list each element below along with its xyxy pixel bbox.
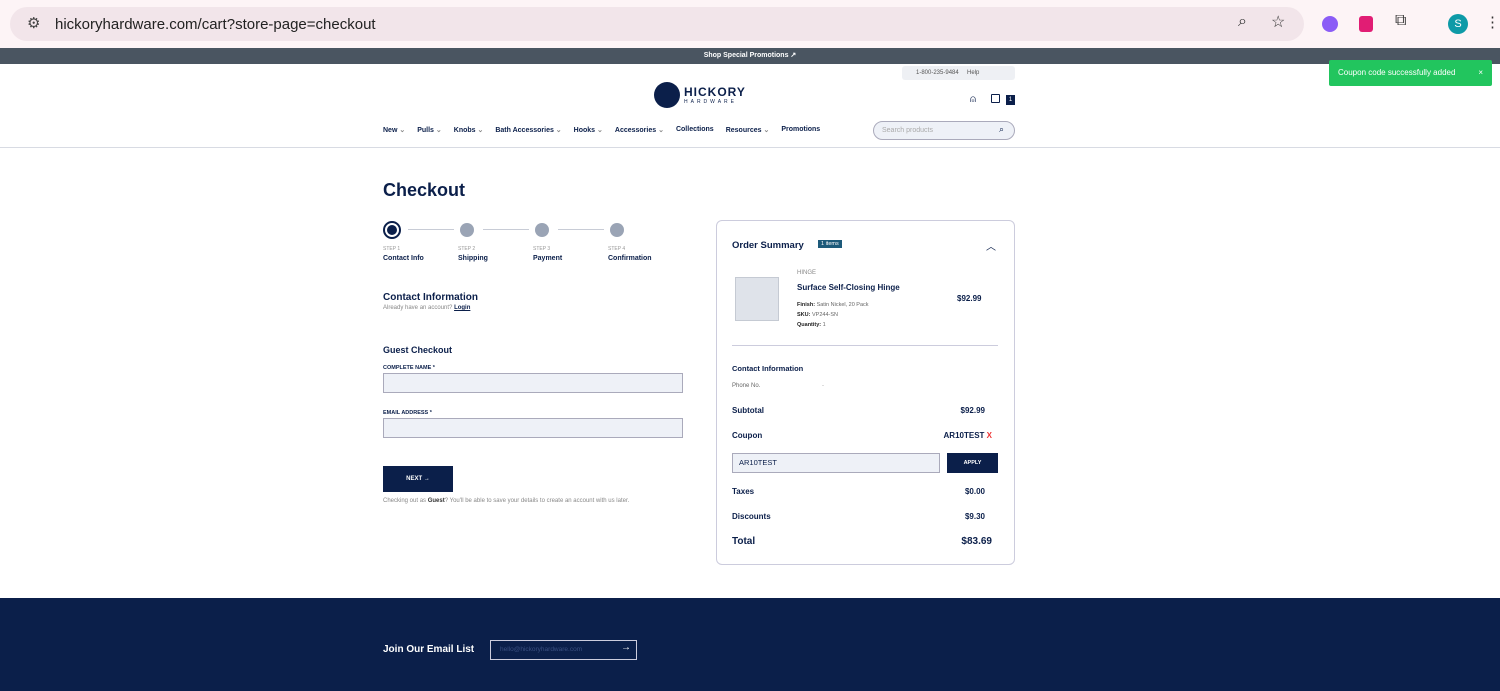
logo-mark-icon (654, 82, 680, 108)
total-row: Total $83.69 (732, 536, 992, 547)
summary-contact-heading: Contact Information (732, 364, 804, 373)
toast-close-icon[interactable]: × (1478, 68, 1483, 77)
remove-coupon-button[interactable]: X (986, 431, 992, 440)
product-details: Finish: Satin Nickel, 20 Pack SKU: VP244… (797, 302, 869, 328)
taxes-row: Taxes $0.00 (732, 487, 985, 496)
zoom-icon[interactable]: ⌕ (1238, 13, 1247, 30)
name-label: COMPLETE NAME * (383, 365, 435, 371)
help-link[interactable]: Help (967, 70, 980, 76)
chevron-down-icon: ⌄ (656, 127, 664, 134)
coupon-row: Coupon AR10TEST X (732, 431, 992, 440)
cart-icon[interactable] (991, 94, 1000, 103)
items-badge: 1 items (818, 240, 842, 248)
nav-item-bath-accessories[interactable]: Bath Accessories ⌄ (495, 127, 562, 134)
nav-item-accessories[interactable]: Accessories ⌄ (614, 127, 664, 134)
nav-item-resources[interactable]: Resources ⌄ (725, 127, 770, 134)
login-link[interactable]: Login (454, 305, 471, 311)
extension-icon[interactable] (1322, 16, 1338, 32)
email-input[interactable] (383, 418, 683, 438)
site-settings-icon[interactable]: ⚙ (27, 15, 41, 32)
phone-label: Phone No. (732, 383, 761, 389)
have-account-text: Already have an account? (383, 305, 453, 311)
guest-note: Checking out as Guest? You'll be able to… (383, 498, 630, 504)
coupon-code: AR10TEST (943, 431, 985, 440)
main-nav: New ⌄ Pulls ⌄ Knobs ⌄ Bath Accessories ⌄ Hoo… (383, 126, 820, 134)
footer (0, 598, 1500, 691)
guest-checkout-heading: Guest Checkout (383, 345, 453, 355)
logo-text: HICKORY (684, 85, 746, 99)
coupon-input[interactable]: AR10TEST (732, 453, 940, 473)
subtotal-row: Subtotal $92.99 (732, 406, 985, 415)
account-icon[interactable]: ⍝ (970, 94, 976, 105)
header-divider (0, 147, 1500, 148)
address-bar[interactable] (10, 7, 1304, 41)
product-price: $92.99 (957, 294, 982, 303)
url-text[interactable]: hickoryhardware.com/cart?store-page=chec… (55, 16, 376, 33)
nav-item-hooks[interactable]: Hooks ⌄ (573, 127, 603, 134)
next-button[interactable]: NEXT → (383, 466, 453, 492)
newsletter-submit-arrow-icon[interactable]: → (621, 642, 631, 653)
chevron-down-icon: ⌄ (433, 127, 442, 134)
order-summary-title: Order Summary (732, 240, 804, 251)
toast-text: Coupon code successfully added (1338, 68, 1456, 77)
cart-count-badge: 1 (1006, 95, 1015, 105)
product-category: HINGE (797, 270, 817, 276)
step-payment: STEP 3 Payment (533, 222, 562, 262)
nav-item-pulls[interactable]: Pulls ⌄ (417, 127, 442, 134)
order-summary-card (716, 220, 1015, 565)
step-shipping: STEP 2 Shipping (458, 222, 488, 262)
chevron-down-icon: ⌄ (761, 127, 770, 134)
menu-kebab-icon[interactable]: ⋮ (1485, 14, 1500, 31)
utility-bar: 1-800-235-9484 Help (902, 66, 1015, 80)
apply-button[interactable]: APPLY (947, 453, 998, 473)
nav-item-new[interactable]: New ⌄ (383, 127, 406, 134)
logo-subtext: HARDWARE (684, 99, 737, 105)
newsletter-email-input[interactable]: hello@hickoryhardware.com (490, 640, 637, 660)
toast-notification: Coupon code successfully added × (1329, 60, 1492, 86)
product-name[interactable]: Surface Self-Closing Hinge (797, 283, 900, 292)
contact-info-heading: Contact Information (383, 292, 478, 303)
bookmark-star-icon[interactable]: ☆ (1271, 14, 1286, 31)
chevron-down-icon: ⌄ (475, 127, 484, 134)
chevron-down-icon: ⌄ (397, 127, 406, 134)
step-confirmation: STEP 4 Confirmation (608, 222, 652, 262)
phone-link[interactable]: 1-800-235-9484 (916, 70, 959, 76)
product-image (735, 277, 779, 321)
logo[interactable]: HICKORY HARDWARE (654, 82, 746, 108)
nav-item-promotions[interactable]: Promotions (781, 126, 821, 133)
complete-name-input[interactable] (383, 373, 683, 393)
email-label: EMAIL ADDRESS * (383, 410, 432, 416)
extensions-puzzle-icon[interactable]: ⧉ (1395, 12, 1407, 29)
step-contact-info: STEP 1 Contact Info (383, 221, 424, 262)
discounts-row: Discounts $9.30 (732, 512, 985, 521)
nav-item-knobs[interactable]: Knobs ⌄ (453, 127, 484, 134)
nav-item-collections[interactable]: Collections (675, 126, 714, 133)
search-input[interactable]: Search products (873, 121, 1015, 140)
promo-bar[interactable]: Shop Special Promotions ↗ (0, 48, 1500, 64)
extension-shield-icon[interactable] (1359, 16, 1373, 32)
phone-value: - (822, 383, 824, 389)
page-title: Checkout (383, 180, 466, 200)
chevron-down-icon: ⌄ (553, 127, 562, 134)
search-icon[interactable]: ⌕ (999, 124, 1005, 134)
chevron-down-icon: ⌄ (595, 127, 603, 134)
summary-divider (732, 345, 998, 346)
collapse-chevron-icon[interactable]: ︿ (986, 242, 996, 253)
profile-avatar[interactable]: S (1448, 14, 1468, 34)
email-list-title: Join Our Email List (383, 644, 475, 655)
